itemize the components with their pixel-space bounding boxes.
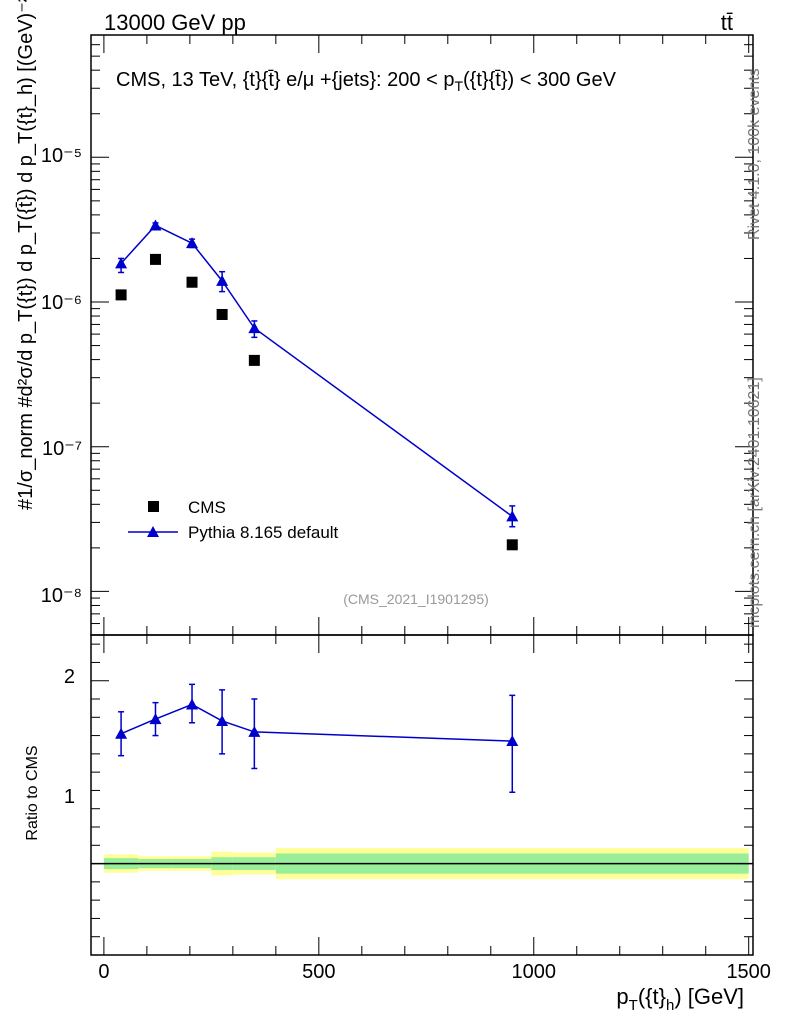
ratio-y-axis-label: Ratio to CMS [24,745,41,840]
ratio-data-point [216,714,229,726]
y-tick-label: 10⁻⁸ [41,585,82,607]
ratio-data-point [149,713,162,725]
mcplots-label: mcplots.cern.ch [arXiv:2401.10621] [746,377,763,628]
y-tick-label: 10⁻⁶ [41,292,82,314]
main-y-tick-labels: 10⁻⁵ 10⁻⁶ 10⁻⁷ 10⁻⁸ [41,145,82,607]
main-plot-data [115,219,519,551]
x-tick-label: 0 [98,961,109,983]
cms-data-point [149,253,161,265]
plot-title: CMS, 13 TeV, {t}{t̄} e/μ +{jets}: 200 < … [116,69,617,94]
cms-data-point [186,276,198,288]
y-tick-label: 10⁻⁷ [42,438,82,460]
rivet-version-label: Rivet 4.1.0, 100k events [746,68,763,240]
pythia-data-point [149,219,162,231]
pythia-data-point [506,510,519,522]
cms-data-point [216,308,228,320]
x-tick-labels: 0 500 1000 1500 [98,961,771,983]
cms-data-point [506,539,518,551]
cms-data-point [248,354,260,366]
cms-data-point [115,289,127,301]
main-y-axis-label: #1/σ_norm #d²σ/d p_T({t}) d p_T({t̄}) d … [15,0,37,510]
legend: CMS Pythia 8.165 default [128,498,339,542]
x-tick-label: 500 [302,961,335,983]
ratio-plot-data [115,683,519,794]
analysis-id-label: (CMS_2021_I1901295) [343,591,489,607]
ratio-data-point [248,725,261,737]
ratio-data-point [186,698,199,710]
ratio-y-tick-label: 2 [64,666,75,688]
pythia-data-point [186,237,199,249]
header-right-label: tt̄ [721,10,733,35]
x-axis-label: pT({t}h) [GeV] [616,984,744,1014]
ratio-axis-ticks [91,635,753,955]
ratio-data-point [506,735,519,747]
ratio-y-tick-label: 1 [64,786,75,808]
legend-cms-label: CMS [188,498,226,517]
main-axis-ticks [91,35,753,636]
x-tick-label: 1000 [512,961,557,983]
pythia-series-line [120,224,513,518]
legend-pythia-label: Pythia 8.165 default [188,523,339,542]
pythia-data-point [248,322,261,334]
ratio-plot-frame [90,634,754,956]
y-tick-label: 10⁻⁵ [41,145,82,167]
ratio-data-point [115,727,128,739]
pythia-data-point [216,274,229,286]
pythia-data-point [115,257,128,269]
main-plot-frame [90,34,754,636]
x-tick-label: 1500 [726,961,771,983]
legend-pythia-marker [147,526,159,537]
header-left-label: 13000 GeV pp [104,10,246,35]
legend-cms-marker [148,501,159,512]
ratio-series-line [120,703,513,742]
